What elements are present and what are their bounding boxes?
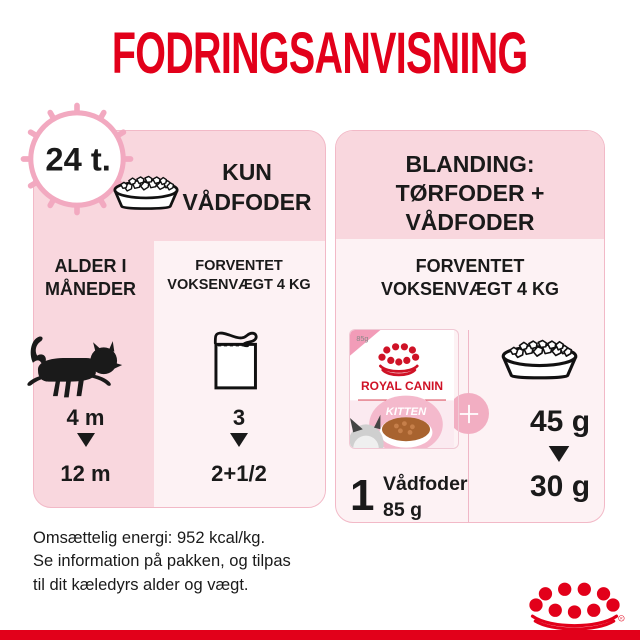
svg-text:R: R xyxy=(620,617,623,621)
svg-text:24 t.: 24 t. xyxy=(45,140,110,177)
svg-text:KITTEN: KITTEN xyxy=(386,406,427,418)
svg-text:85g: 85g xyxy=(356,334,368,343)
svg-text:ROYAL CANIN: ROYAL CANIN xyxy=(361,379,443,393)
